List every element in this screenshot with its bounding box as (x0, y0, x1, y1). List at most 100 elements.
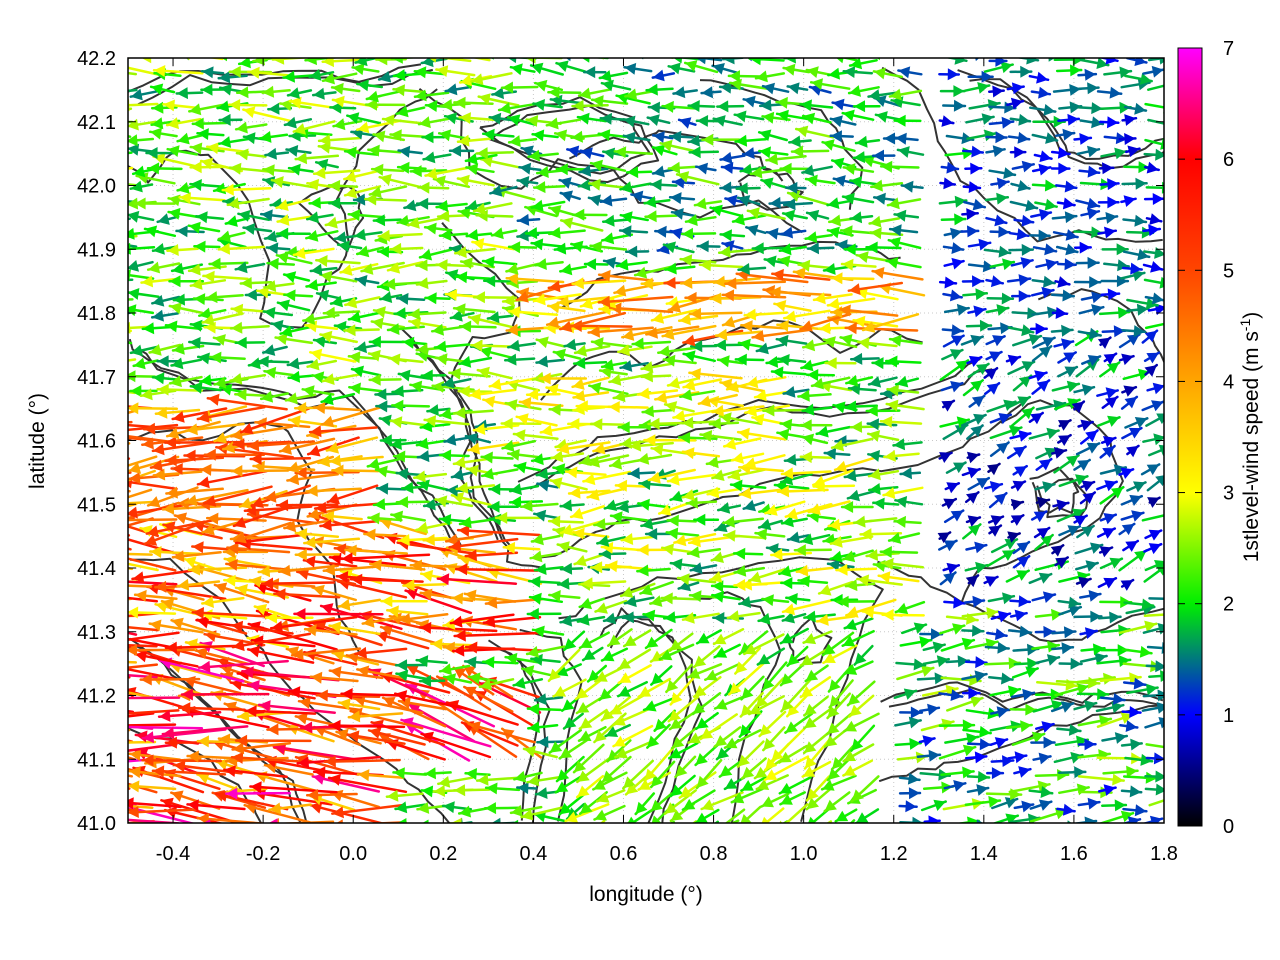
wind-vector (780, 515, 808, 528)
wind-vector (420, 369, 447, 382)
wind-vector (636, 452, 673, 465)
wind-vector (1051, 380, 1081, 393)
wind-vector (988, 167, 1017, 179)
wind-vector (128, 457, 131, 461)
wind-vector (526, 703, 562, 715)
wind-vector (1143, 613, 1164, 618)
wind-vector (407, 702, 475, 743)
wind-vector (1050, 701, 1075, 713)
wind-vector (941, 324, 965, 337)
wind-vector (1007, 625, 1033, 638)
colorbar-title-end: ) (1240, 312, 1263, 319)
wind-vector (1057, 365, 1079, 378)
wind-vector (128, 217, 132, 221)
wind-vector (758, 710, 787, 738)
wind-vector (242, 223, 273, 235)
wind-vector (526, 774, 565, 787)
wind-vector (331, 803, 405, 819)
wind-vector (829, 535, 874, 548)
wind-vector (353, 341, 379, 354)
wind-vector (761, 807, 785, 823)
wind-vector (395, 292, 426, 305)
wind-vector (294, 528, 340, 540)
wind-vector (467, 313, 514, 329)
wind-vector (1010, 514, 1025, 526)
wind-vector (1122, 771, 1159, 784)
wind-vector (246, 439, 316, 452)
wind-vector (194, 211, 225, 224)
wind-vector (1099, 557, 1124, 570)
wind-vector (916, 749, 942, 762)
wind-vector (773, 300, 812, 312)
wind-vector (559, 217, 604, 232)
wind-vector (763, 755, 810, 782)
wind-vector (800, 359, 829, 372)
wind-vector (989, 425, 1023, 440)
wind-vector (294, 548, 340, 561)
wind-vector (740, 320, 786, 333)
wind-vector (305, 230, 339, 242)
wind-vector (784, 502, 833, 520)
wind-vector (322, 306, 361, 319)
wind-vector (315, 255, 361, 267)
wind-vector (128, 606, 177, 619)
wind-vector (481, 656, 519, 669)
wind-vector (275, 251, 313, 265)
wind-vector (900, 180, 924, 193)
x-tick-label: -0.2 (246, 843, 280, 865)
wind-vector (478, 346, 515, 360)
wind-vector (1078, 304, 1105, 316)
wind-vector (1050, 162, 1071, 175)
wind-vector (820, 774, 857, 791)
wind-vector (1013, 800, 1035, 813)
wind-vector (877, 571, 920, 584)
wind-vector (347, 311, 383, 323)
wind-vector (1121, 262, 1143, 275)
wind-vector (434, 495, 474, 508)
wind-vector (777, 255, 807, 268)
wind-vector (133, 197, 176, 210)
wind-vector (732, 547, 764, 560)
wind-vector (1101, 732, 1129, 744)
wind-vector (180, 688, 270, 701)
wind-vector (1011, 160, 1035, 173)
wind-vector (274, 333, 314, 345)
wind-vector (154, 406, 201, 419)
wind-vector (866, 430, 900, 442)
wind-vector (1097, 196, 1120, 209)
wind-vector (239, 407, 311, 435)
wind-vector (894, 375, 920, 388)
wind-vector (508, 483, 540, 496)
wind-vector (986, 399, 1017, 413)
wind-vector (779, 627, 809, 645)
wind-vector (865, 404, 901, 417)
wind-vector (780, 226, 807, 239)
wind-vector (507, 241, 538, 254)
wind-vector (689, 562, 718, 575)
wind-vector (722, 437, 762, 450)
y-tick-label: 41.3 (77, 622, 116, 644)
wind-vector (530, 653, 561, 666)
wind-vector (1118, 522, 1136, 536)
wind-vector (616, 680, 648, 698)
wind-vector (1142, 261, 1164, 273)
wind-vector (1099, 513, 1118, 525)
wind-vector (850, 775, 880, 803)
x-tick-label: 1.0 (790, 843, 818, 865)
wind-vector (807, 500, 851, 516)
wind-vector (312, 335, 338, 348)
wind-vector (1007, 324, 1035, 337)
wind-vector (641, 405, 674, 418)
wind-vector (669, 676, 695, 706)
wind-vector (555, 755, 585, 783)
wind-vector (883, 450, 920, 462)
wind-vector (436, 573, 518, 586)
wind-vector (815, 614, 856, 626)
wind-vector (623, 595, 655, 608)
wind-vector (1080, 207, 1101, 220)
wind-vector (823, 791, 851, 813)
y-tick-label: 41.0 (77, 813, 116, 835)
wind-vector (782, 198, 814, 211)
wind-vector (961, 624, 985, 637)
wind-vector (730, 452, 765, 464)
